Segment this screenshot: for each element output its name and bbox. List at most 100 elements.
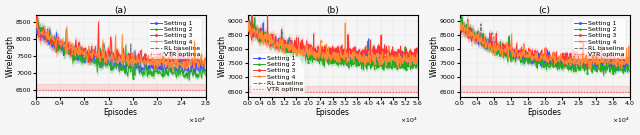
Line: Setting 1: Setting 1: [247, 22, 419, 67]
Setting 4: [587, 69, 595, 70]
Setting 4: [392, 58, 400, 59]
Setting 3: [181, 69, 189, 71]
Setting 4: [137, 56, 145, 58]
Setting 1: [174, 70, 182, 72]
RL baseline: [456, 22, 463, 24]
Title: (a): (a): [115, 6, 127, 15]
VTR optima: [32, 90, 40, 91]
RL baseline: [32, 25, 40, 27]
Bar: [248, 86, 417, 92]
Bar: [36, 84, 205, 90]
Setting 2: [354, 65, 362, 67]
Setting 2: [579, 67, 586, 69]
Setting 1: [244, 29, 252, 30]
Setting 4: [245, 23, 253, 24]
Setting 2: [388, 63, 396, 65]
VTR optima: [244, 91, 252, 92]
Setting 1: [259, 22, 267, 24]
Setting 1: [34, 25, 42, 26]
Line: Setting 4: Setting 4: [35, 19, 206, 72]
Setting 1: [59, 46, 67, 48]
RL baseline: [511, 52, 519, 54]
Setting 2: [129, 77, 137, 79]
RL baseline: [458, 16, 465, 18]
Setting 2: [59, 48, 67, 50]
Setting 2: [35, 20, 42, 22]
Setting 3: [113, 60, 121, 61]
Setting 3: [248, 6, 256, 8]
Legend: Setting 1, Setting 2, Setting 3, Setting 4, RL baseline, VTR optima: Setting 1, Setting 2, Setting 3, Setting…: [572, 18, 627, 59]
RL baseline: [598, 71, 605, 72]
Setting 1: [477, 38, 484, 40]
Setting 2: [600, 74, 607, 76]
Setting 4: [354, 56, 362, 58]
X-axis label: Episodes: Episodes: [527, 108, 561, 117]
Setting 3: [364, 53, 372, 55]
Setting 2: [626, 70, 634, 72]
Setting 2: [511, 61, 519, 63]
Setting 1: [202, 69, 209, 71]
Setting 2: [245, 20, 253, 21]
RL baseline: [34, 24, 42, 26]
Bar: [460, 86, 630, 92]
Setting 3: [355, 50, 362, 52]
RL baseline: [137, 58, 145, 60]
Setting 1: [614, 69, 622, 71]
Line: Setting 3: Setting 3: [459, 19, 630, 67]
Setting 4: [456, 26, 463, 27]
Setting 4: [129, 65, 137, 66]
Setting 1: [32, 31, 40, 32]
Line: Setting 3: Setting 3: [247, 6, 419, 61]
RL baseline: [258, 35, 266, 36]
Text: $\times10^4$: $\times10^4$: [188, 115, 205, 125]
Setting 1: [354, 56, 362, 58]
RL baseline: [393, 60, 401, 62]
Setting 2: [114, 64, 122, 66]
Setting 1: [258, 37, 266, 38]
Setting 2: [186, 79, 193, 81]
Setting 4: [580, 61, 588, 63]
RL baseline: [477, 38, 484, 40]
Setting 4: [114, 59, 122, 61]
Setting 4: [202, 63, 209, 64]
Setting 3: [328, 59, 336, 61]
Setting 1: [137, 71, 145, 73]
Setting 3: [583, 66, 591, 67]
Setting 3: [563, 52, 571, 54]
Setting 3: [626, 64, 634, 65]
Setting 4: [413, 60, 421, 62]
Legend: Setting 1, Setting 2, Setting 3, Setting 4, RL baseline, VTR optima: Setting 1, Setting 2, Setting 3, Setting…: [251, 53, 305, 94]
RL baseline: [191, 69, 199, 71]
Setting 4: [59, 40, 67, 42]
Setting 3: [456, 26, 463, 28]
Setting 3: [129, 53, 136, 55]
Setting 1: [626, 65, 634, 67]
Setting 4: [579, 53, 586, 54]
Setting 4: [244, 28, 252, 30]
X-axis label: Episodes: Episodes: [104, 108, 138, 117]
Setting 4: [258, 30, 266, 32]
Setting 3: [477, 39, 484, 41]
Setting 4: [364, 58, 371, 59]
Setting 4: [524, 54, 531, 56]
RL baseline: [579, 67, 586, 68]
Setting 1: [563, 60, 571, 62]
Line: RL baseline: RL baseline: [459, 16, 630, 72]
Setting 1: [511, 55, 519, 57]
Setting 4: [32, 25, 40, 26]
Setting 3: [258, 35, 266, 37]
Setting 3: [511, 49, 519, 51]
Y-axis label: Wirelength: Wirelength: [429, 35, 438, 77]
RL baseline: [173, 60, 180, 62]
Line: Setting 2: Setting 2: [247, 17, 419, 71]
RL baseline: [202, 63, 209, 64]
Setting 1: [364, 54, 371, 56]
Setting 2: [413, 57, 421, 58]
RL baseline: [174, 63, 182, 64]
Setting 2: [258, 31, 266, 32]
Line: Setting 3: Setting 3: [35, 17, 206, 70]
Setting 1: [129, 65, 137, 66]
Setting 2: [251, 17, 259, 19]
Setting 2: [524, 60, 531, 62]
Setting 4: [173, 59, 181, 60]
